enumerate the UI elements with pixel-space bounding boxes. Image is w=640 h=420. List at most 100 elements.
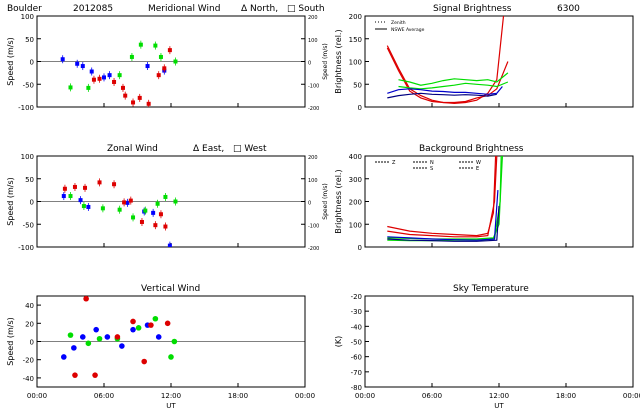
data-point	[129, 54, 134, 59]
chart-title-part: Vertical Wind	[141, 284, 200, 294]
data-point	[168, 354, 174, 360]
y-tick-label: 100	[349, 59, 362, 67]
data-point	[163, 194, 168, 199]
data-point	[145, 64, 150, 69]
data-point	[156, 73, 161, 78]
y-tick-label-right: 100	[308, 38, 318, 44]
x-axis-label: UT	[166, 402, 176, 410]
data-point	[167, 243, 172, 247]
series-layer	[60, 40, 178, 107]
y-tick-label-right: -100	[308, 83, 319, 89]
x-tick-label: 06:00	[422, 392, 442, 400]
series-line	[387, 156, 497, 237]
y-tick-label: 20	[25, 320, 34, 328]
data-point	[155, 201, 160, 206]
data-point	[152, 315, 159, 322]
data-point	[117, 207, 122, 212]
y-tick-label: -40	[351, 323, 362, 331]
data-point	[62, 186, 67, 191]
data-point	[123, 93, 128, 98]
data-point	[71, 345, 77, 351]
y-axis-label: (K)	[334, 336, 343, 348]
data-point	[85, 340, 92, 347]
data-point	[104, 334, 111, 340]
data-point	[89, 69, 94, 74]
y-axis-label-right: Speed (m/s)	[322, 43, 329, 79]
chart-skytemp: Sky Temperature -80 -70 -60 -50 -40 -30 -20 (K) 0…	[334, 284, 640, 410]
chart-title-part: Meridional Wind	[148, 4, 220, 14]
data-point	[67, 332, 74, 338]
data-point	[158, 212, 163, 217]
series-line	[387, 86, 503, 95]
data-point	[153, 43, 158, 48]
series-layer	[61, 296, 178, 378]
y-tick-label-right: -100	[308, 223, 319, 229]
data-point	[78, 198, 83, 203]
chart-title-part: Signal Brightness	[433, 4, 512, 14]
series-line	[387, 156, 502, 242]
data-point	[158, 54, 163, 59]
x-axis-label: UT	[494, 402, 504, 410]
x-tick-label: 12:00	[489, 392, 509, 400]
data-point	[86, 85, 91, 90]
y-tick-label: 200	[349, 13, 362, 21]
y-tick-label: -80	[351, 384, 362, 392]
y-tick-label: -60	[351, 354, 362, 362]
y-tick-label: -40	[23, 375, 34, 383]
data-point	[68, 85, 73, 90]
data-point	[141, 358, 147, 365]
y-axis-label: Speed (m/s)	[6, 37, 15, 86]
data-point	[130, 318, 136, 325]
y-tick-label: 50	[25, 36, 34, 44]
data-point	[117, 73, 122, 78]
plot-frame	[364, 295, 634, 388]
data-point	[72, 184, 77, 189]
y-tick-label: 50	[353, 81, 362, 89]
y-tick-label: 0	[30, 59, 34, 67]
data-point	[114, 334, 121, 340]
series-line	[398, 72, 509, 86]
x-tick-label: 00:00	[295, 392, 315, 400]
data-point	[128, 198, 133, 203]
y-tick-label: -70	[351, 369, 362, 377]
data-point	[81, 204, 86, 209]
data-point	[143, 208, 148, 213]
data-point	[97, 180, 102, 185]
legend-label: NSWE Average	[391, 27, 425, 33]
x-tick-label: 06:00	[94, 392, 114, 400]
y-tick-label: 0	[358, 244, 362, 252]
data-point	[122, 200, 127, 205]
y-tick-label: -20	[23, 357, 34, 365]
chart-title-part: Boulder	[7, 4, 42, 14]
chart-meridional: Boulder 2012085 Meridional Wind Δ North, □ S…	[6, 4, 329, 112]
y-tick-label-right: -200	[308, 246, 319, 252]
y-tick-label: 40	[25, 302, 34, 310]
y-tick-label: 300	[349, 176, 362, 184]
legend-label: S	[430, 166, 433, 172]
x-tick-label: 18:00	[556, 392, 576, 400]
data-point	[173, 59, 178, 64]
y-tick-label: 100	[349, 221, 362, 229]
series-line	[387, 92, 497, 99]
chart-title-part: Zonal Wind	[107, 144, 158, 154]
data-point	[79, 334, 86, 340]
x-tick-label: 12:00	[161, 392, 181, 400]
y-tick-label: 200	[349, 199, 362, 207]
legend-label: Z	[392, 160, 396, 166]
y-tick-label-right: 200	[308, 15, 318, 21]
data-point	[153, 223, 158, 228]
data-point	[68, 194, 73, 199]
x-tick-label: 00:00	[355, 392, 375, 400]
series-line	[387, 206, 500, 242]
y-tick-label: -50	[351, 339, 362, 347]
data-point	[107, 73, 112, 78]
y-axis-label: Speed (m/s)	[6, 317, 15, 366]
y-tick-label: 0	[30, 199, 34, 207]
series-line	[387, 156, 498, 238]
chart-vertical: Vertical Wind -40 -20 0 20 40 Speed (m/s) 00:00…	[6, 284, 315, 410]
data-point	[72, 372, 78, 378]
chart-title-part: Background Brightness	[419, 144, 524, 154]
data-point	[83, 296, 89, 302]
